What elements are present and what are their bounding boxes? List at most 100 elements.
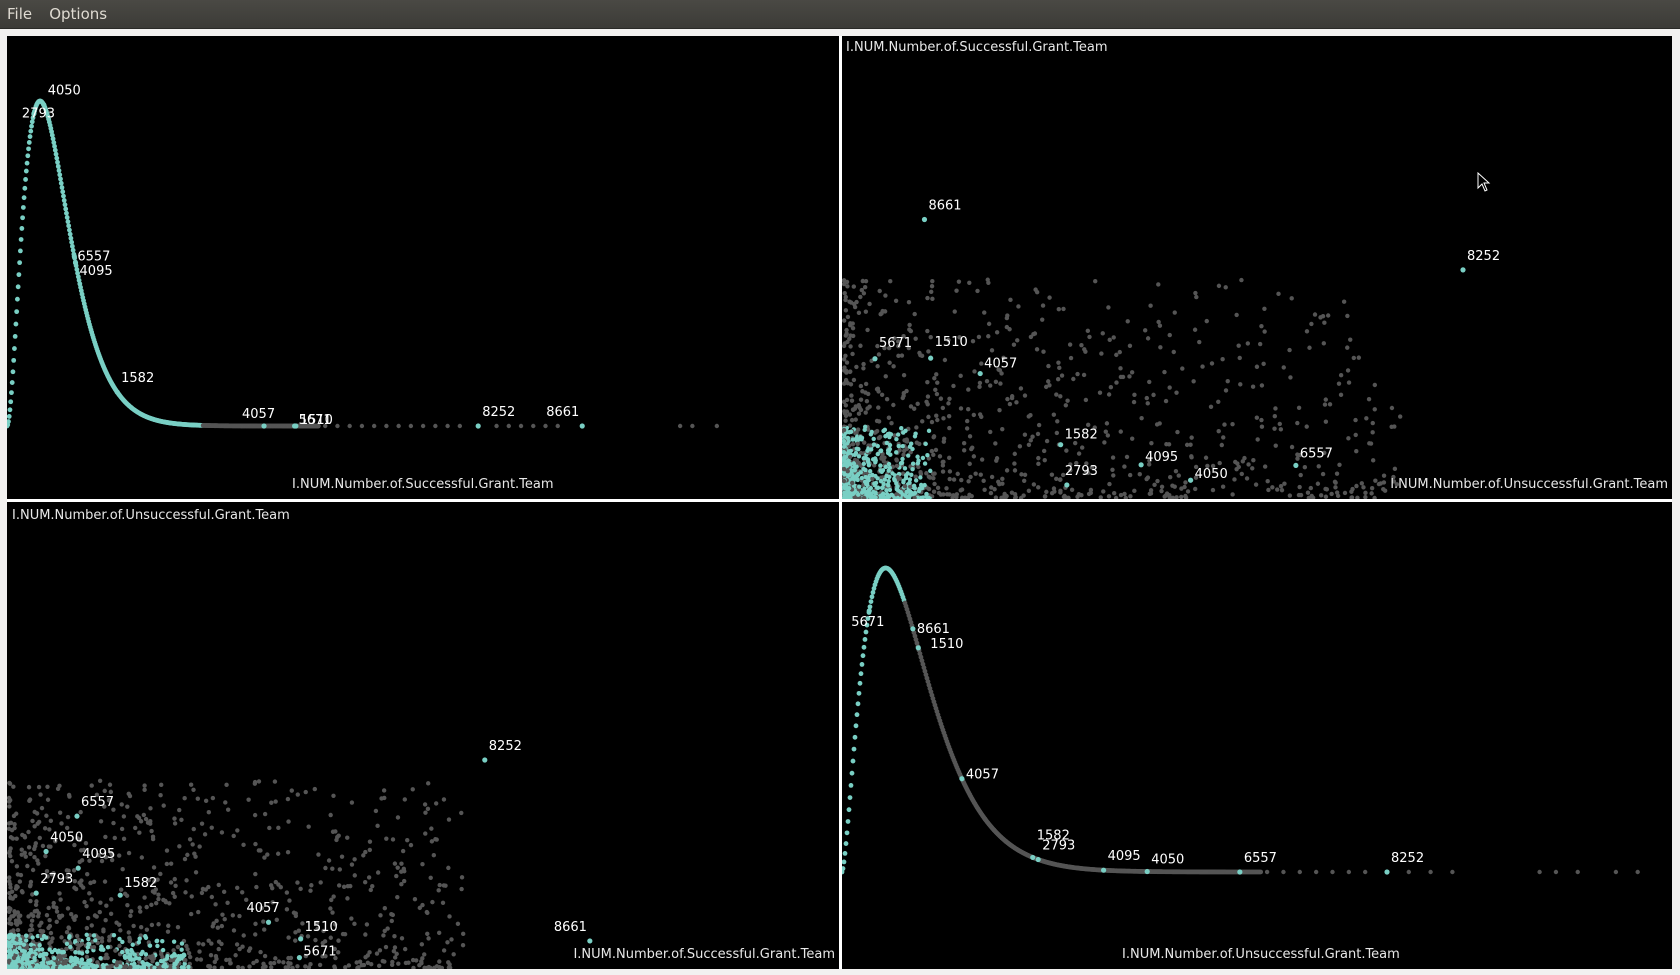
density-panel-successful[interactable]: 4050 2793 6557 4095 1582 4057 5671 1510 8252 8661… xyxy=(7,36,839,499)
scatter-point xyxy=(341,884,347,890)
scatter-point xyxy=(911,406,917,411)
scatter-point xyxy=(918,470,923,475)
scatter-point xyxy=(1262,306,1267,311)
scatter-point xyxy=(59,821,64,826)
scatter-point xyxy=(1322,402,1328,407)
scatter-point xyxy=(1074,460,1079,466)
scatter-point xyxy=(171,948,176,953)
scatter-point xyxy=(1167,495,1172,499)
scatter-point-dense xyxy=(903,428,908,433)
scatter-point xyxy=(908,404,914,409)
scatter-point xyxy=(437,882,442,888)
scatter-point xyxy=(233,953,238,958)
scatter-point-dense xyxy=(926,428,932,434)
scatter-point-dense xyxy=(845,468,850,474)
scatter-point xyxy=(977,380,983,386)
scatter-panel-unsuccessful-vs-successful[interactable]: 8661 8252 5671 1510 4057 1582 4095 4050 6557 2793… xyxy=(842,36,1672,499)
scatter-point xyxy=(874,418,880,424)
scatter-point xyxy=(1327,402,1333,407)
scatter-point-dense xyxy=(842,427,847,433)
scatter-point xyxy=(199,821,205,826)
scatter-point xyxy=(1106,305,1111,310)
scatter-point xyxy=(306,824,311,829)
scatter-point xyxy=(262,953,268,959)
scatter-point xyxy=(223,800,228,805)
scatter-point xyxy=(926,349,931,354)
scatter-point xyxy=(1114,380,1119,385)
scatter-point xyxy=(1191,379,1196,384)
scatter-point xyxy=(1071,376,1076,382)
scatter-point xyxy=(273,799,278,804)
scatter-point xyxy=(1363,494,1368,499)
scatter-point xyxy=(303,964,308,969)
density-curve-point xyxy=(863,629,869,635)
scatter-point-dense xyxy=(875,476,880,481)
scatter-point xyxy=(240,944,245,949)
scatter-point-dense xyxy=(910,467,915,472)
scatter-point xyxy=(446,865,451,871)
scatter-panel-successful-vs-unsuccessful[interactable]: 8252 6557 4050 4095 2793 1582 4057 1510 5671 8661… xyxy=(7,502,839,969)
scatter-point xyxy=(191,826,196,832)
scatter-point xyxy=(109,897,114,902)
scatter-point xyxy=(161,803,166,808)
scatter-point xyxy=(274,917,279,922)
scatter-point xyxy=(1040,303,1046,308)
scatter-point-dense xyxy=(917,486,922,492)
menu-file[interactable]: File xyxy=(7,5,33,23)
scatter-point-dense xyxy=(86,941,92,947)
scatter-point xyxy=(192,851,197,856)
scatter-point xyxy=(182,856,188,862)
scatter-point xyxy=(349,800,355,805)
scatter-point xyxy=(395,894,400,900)
tail-point-1 xyxy=(335,423,340,429)
scatter-point-dense xyxy=(181,965,186,969)
scatter-point xyxy=(103,834,108,840)
menu-options[interactable]: Options xyxy=(49,5,108,23)
scatter-point-dense xyxy=(894,463,900,469)
scatter-point xyxy=(209,894,215,900)
scatter-point xyxy=(1259,417,1264,423)
density-panel-unsuccessful[interactable]: 1510 8661 5671 4057 1582 2793 4095 4050 6557 8252… xyxy=(842,502,1672,969)
scatter-point xyxy=(35,858,40,863)
scatter-point xyxy=(420,956,425,961)
scatter-point xyxy=(214,918,219,924)
scatter-point xyxy=(262,811,268,817)
scatter-point xyxy=(172,894,177,899)
scatter-point xyxy=(431,853,437,858)
scatter-point xyxy=(32,824,37,829)
scatter-point-dense xyxy=(887,487,893,493)
scatter-point xyxy=(1349,495,1355,499)
scatter-point-dense xyxy=(109,963,115,969)
scatter-point xyxy=(459,886,464,892)
scatter-point xyxy=(289,788,294,793)
scatter-point xyxy=(1067,342,1073,347)
scatter-point xyxy=(188,911,194,917)
scatter-point xyxy=(1167,385,1172,390)
scatter-point xyxy=(38,792,43,797)
scatter-point xyxy=(417,905,423,911)
scatter-point-dense xyxy=(886,461,892,467)
scatter-point xyxy=(424,909,430,915)
point-label-1510: 1510 xyxy=(305,920,338,935)
scatter-point xyxy=(139,855,145,860)
scatter-point xyxy=(1026,442,1032,448)
scatter-point xyxy=(988,383,993,388)
scatter-point xyxy=(200,886,206,892)
scatter-point xyxy=(854,364,859,370)
scatter-point xyxy=(208,952,214,958)
scatter-point-dense xyxy=(887,434,892,440)
scatter-point xyxy=(36,784,42,790)
scatter-point xyxy=(843,294,849,300)
scatter-point xyxy=(896,353,901,359)
scatter-point-dense xyxy=(147,943,153,948)
density-curve-point xyxy=(847,795,853,801)
scatter-point xyxy=(958,373,963,379)
scatter-point xyxy=(73,886,79,892)
scatter-point xyxy=(851,407,856,412)
scatter-point xyxy=(1324,487,1330,492)
scatter-point xyxy=(47,923,53,929)
scatter-point xyxy=(1164,442,1169,447)
scatter-point xyxy=(14,836,19,841)
scatter-point xyxy=(293,938,298,943)
scatter-point xyxy=(845,314,851,320)
